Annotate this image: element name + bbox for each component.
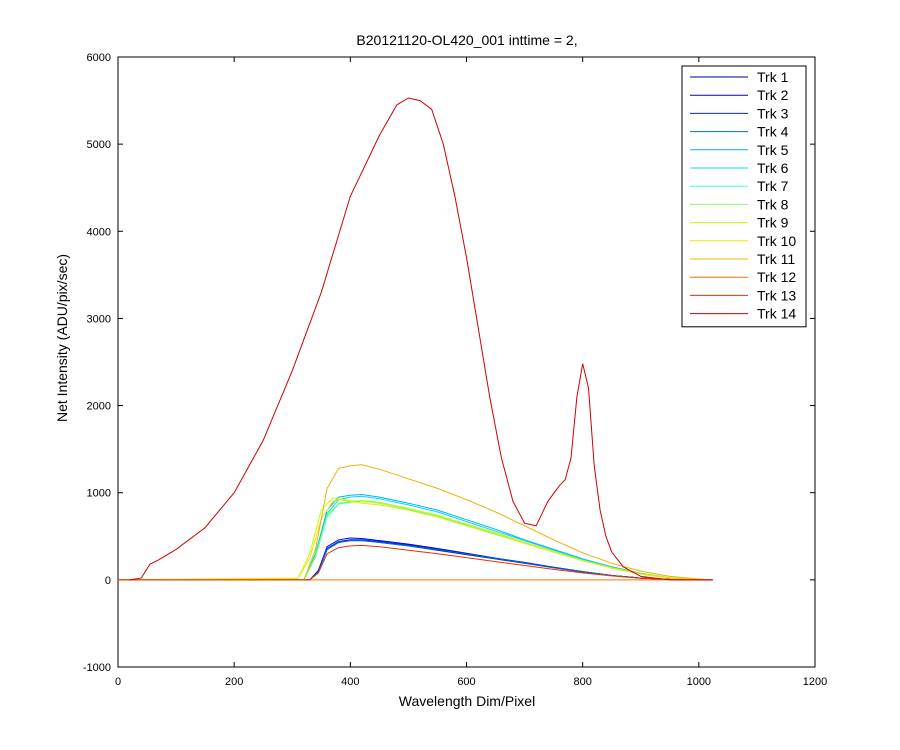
- series-lines: [117, 97, 713, 581]
- x-tick-label: 1000: [687, 676, 711, 688]
- legend-label: Trk 3: [757, 105, 789, 121]
- legend-label: Trk 11: [757, 251, 795, 267]
- series-line-10: [117, 499, 713, 581]
- legend-label: Trk 1: [757, 69, 789, 85]
- legend-label: Trk 7: [757, 178, 789, 194]
- x-tick-label: 400: [341, 676, 359, 688]
- legend-label: Trk 12: [757, 269, 796, 285]
- y-tick-label: 5000: [87, 139, 111, 151]
- y-axis-label: Net Intensity (ADU/pix/sec): [54, 254, 70, 422]
- x-tick-label: 0: [115, 676, 121, 688]
- x-tick-label: 1200: [803, 676, 827, 688]
- series-line-11: [118, 464, 713, 581]
- x-axis-label: Wavelength Dim/Pixel: [399, 693, 535, 709]
- y-tick-label: 6000: [87, 52, 111, 64]
- y-tick-label: 0: [105, 575, 111, 587]
- x-tick-label: 800: [573, 676, 591, 688]
- axis-ticks: 0 200 400 600 800 1000 1200 -1000 0 1000 2000 3000 4…: [83, 52, 827, 688]
- series-line-14: [129, 97, 713, 581]
- legend-label: Trk 10: [757, 233, 796, 249]
- x-tick-label: 200: [225, 676, 243, 688]
- legend-box: [681, 65, 807, 328]
- y-tick-label: 4000: [87, 226, 111, 238]
- y-tick-label: 2000: [87, 401, 111, 413]
- y-tick-label: 1000: [87, 488, 111, 500]
- legend-label: Trk 13: [757, 287, 796, 303]
- x-tick-label: 600: [457, 676, 475, 688]
- legend-label: Trk 14: [757, 306, 796, 322]
- legend-label: Trk 4: [757, 124, 789, 140]
- legend: Trk 1 Trk 2 Trk 3 Trk 4 Trk 5 Trk 6 Trk 7 Trk 8…: [681, 65, 807, 328]
- chart-title: B20121120-OL420_001 inttime = 2,: [356, 32, 577, 48]
- legend-label: Trk 6: [757, 160, 789, 176]
- y-tick-label: -1000: [83, 662, 111, 674]
- series-line-13: [118, 544, 713, 581]
- legend-label: Trk 8: [757, 196, 789, 212]
- legend-label: Trk 2: [757, 87, 789, 103]
- y-tick-label: 3000: [87, 313, 111, 325]
- legend-label: Trk 9: [757, 215, 789, 231]
- legend-label: Trk 5: [757, 142, 789, 158]
